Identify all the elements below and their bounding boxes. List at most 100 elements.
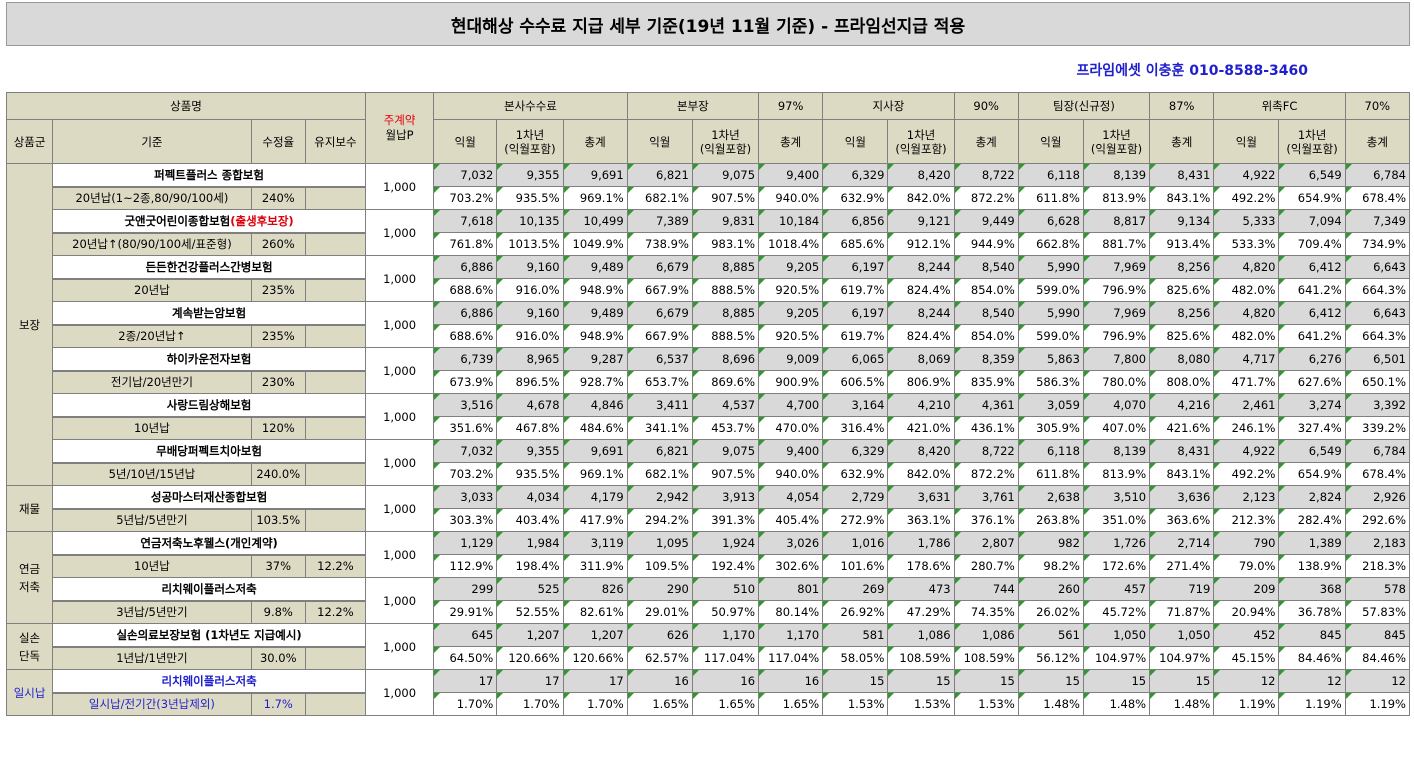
commission-pct: 900.9% <box>758 370 824 394</box>
adjust-rate-text: 235% <box>261 283 295 298</box>
product-name: 하이카운전자보험 <box>52 347 366 372</box>
commission-amount: 581 <box>822 623 889 647</box>
commission-amount: 8,540 <box>953 255 1019 279</box>
header-next-month: 익월 <box>1017 119 1084 164</box>
commission-amount: 16 <box>626 669 693 693</box>
commission-amount: 4,700 <box>758 393 824 417</box>
commission-pct: 586.3% <box>1017 370 1084 394</box>
commission-pct: 62.57% <box>626 646 693 670</box>
payment-term: 3년납/5년만기 <box>52 600 252 624</box>
adjust-rate-text: 9.8% <box>263 605 293 620</box>
commission-pct: 808.0% <box>1149 370 1215 394</box>
product-name: 퍼펙트플러스 종합보험 <box>52 163 366 188</box>
product-name: 리치웨이플러스저축 <box>52 669 366 694</box>
product-name: 성공마스터재산종합보험 <box>52 485 366 510</box>
header-first-year-sub: (익월포함) <box>1090 141 1143 156</box>
header-next-month: 익월 <box>1213 119 1280 164</box>
commission-pct: 935.5% <box>496 186 564 210</box>
product-name-text: 리치웨이플러스저축 <box>161 673 257 688</box>
header-main-contract: 주계약 월납P <box>364 92 435 164</box>
commission-amount: 8,722 <box>953 163 1019 187</box>
product-name: 무배당퍼펙트치아보험 <box>52 439 366 464</box>
commission-amount: 9,831 <box>691 209 760 233</box>
header-product-name: 상품명 <box>6 92 366 120</box>
commission-pct: 854.0% <box>953 278 1019 302</box>
commission-pct: 82.61% <box>562 600 628 624</box>
commission-pct: 1.65% <box>691 692 760 716</box>
commission-amount: 15 <box>887 669 955 693</box>
commission-amount: 9,489 <box>562 255 628 279</box>
commission-amount: 1,086 <box>953 623 1019 647</box>
header-first-year: 1차년 (익월포함) <box>1278 119 1346 164</box>
monthly-premium: 1,000 <box>364 393 435 440</box>
table-row: 계속받는암보험 1,000 6,886 9,160 9,489 6,679 8,885 9,2… <box>7 301 1411 348</box>
commission-pct: 1.70% <box>433 692 498 716</box>
commission-pct: 1.53% <box>953 692 1019 716</box>
header-total: 총계 <box>758 119 824 164</box>
commission-amount: 16 <box>691 669 760 693</box>
commission-pct: 796.9% <box>1082 324 1151 348</box>
commission-pct: 58.05% <box>822 646 889 670</box>
commission-amount: 4,846 <box>562 393 628 417</box>
commission-amount: 4,820 <box>1213 255 1280 279</box>
commission-pct: 920.5% <box>758 324 824 348</box>
commission-pct: 641.2% <box>1278 278 1346 302</box>
commission-pct: 606.5% <box>822 370 889 394</box>
commission-pct: 806.9% <box>887 370 955 394</box>
commission-pct: 872.2% <box>953 186 1019 210</box>
commission-amount: 10,499 <box>562 209 628 233</box>
header-group-pct-4: 70% <box>1344 92 1411 120</box>
commission-pct: 912.1% <box>887 232 955 256</box>
commission-pct: 80.14% <box>758 600 824 624</box>
commission-amount: 5,333 <box>1213 209 1280 233</box>
commission-amount: 8,244 <box>887 301 955 325</box>
category-label: 재물 <box>18 501 41 516</box>
product-name-text: 연금저축노후웰스(개인계약) <box>140 535 278 550</box>
adjust-rate-text: 37% <box>265 559 292 574</box>
monthly-premium: 1,000 <box>364 209 435 256</box>
header-monthly-premium-label: 월납P <box>385 128 414 142</box>
commission-amount: 4,678 <box>496 393 564 417</box>
header-first-year: 1차년 (익월포함) <box>1082 119 1151 164</box>
commission-amount: 1,726 <box>1082 531 1151 555</box>
table-row: 무배당퍼펙트치아보험 1,000 7,032 9,355 9,691 6,821 9,075… <box>7 439 1411 486</box>
adjust-rate: 30.0% <box>250 646 306 670</box>
header-total: 총계 <box>1149 119 1215 164</box>
commission-pct: 734.9% <box>1344 232 1411 256</box>
header-next-month: 익월 <box>433 119 498 164</box>
product-name: 사랑드림상해보험 <box>52 393 366 418</box>
commission-amount: 9,355 <box>496 439 564 463</box>
product-name-text: 성공마스터재산종합보험 <box>150 489 268 504</box>
commission-amount: 2,183 <box>1344 531 1411 555</box>
commission-amount: 452 <box>1213 623 1280 647</box>
product-name: 든든한건강플러스간병보험 <box>52 255 366 280</box>
commission-amount: 1,170 <box>758 623 824 647</box>
commission-pct: 1.19% <box>1213 692 1280 716</box>
commission-pct: 212.3% <box>1213 508 1280 532</box>
commission-amount: 269 <box>822 577 889 601</box>
header-first-year-sub: (익월포함) <box>699 141 752 156</box>
product-name: 굿앤굿어린이종합보험(출생후보장) <box>52 209 366 234</box>
commission-amount: 4,179 <box>562 485 628 509</box>
commission-amount: 4,361 <box>953 393 1019 417</box>
commission-pct: 327.4% <box>1278 416 1346 440</box>
adjust-rate: 240% <box>250 186 306 210</box>
commission-amount: 5,990 <box>1017 301 1084 325</box>
header-standard: 기준 <box>52 119 252 164</box>
commission-pct: 339.2% <box>1344 416 1411 440</box>
table-row: 일시납 리치웨이플러스저축 1,000 17 17 17 16 16 16 15 15 15 15 15 1… <box>5 669 1411 716</box>
table-row: 2종/20년납↑ 235% 688.6% 916.0% 948.9% 667.9% 888.… <box>7 324 1411 348</box>
product-name-note: (출생후보장) <box>230 213 294 228</box>
commission-amount: 510 <box>691 577 760 601</box>
header-category: 상품군 <box>5 119 54 164</box>
commission-pct: 1.65% <box>758 692 824 716</box>
commission-amount: 4,537 <box>691 393 760 417</box>
commission-pct: 627.6% <box>1278 370 1346 394</box>
category-label: 보장 <box>18 317 41 332</box>
commission-pct: 667.9% <box>626 324 693 348</box>
commission-amount: 9,205 <box>758 301 824 325</box>
payment-term: 전기납/20년만기 <box>52 370 252 394</box>
commission-amount: 1,207 <box>562 623 628 647</box>
commission-amount: 6,197 <box>822 301 889 325</box>
commission-amount: 7,389 <box>626 209 693 233</box>
